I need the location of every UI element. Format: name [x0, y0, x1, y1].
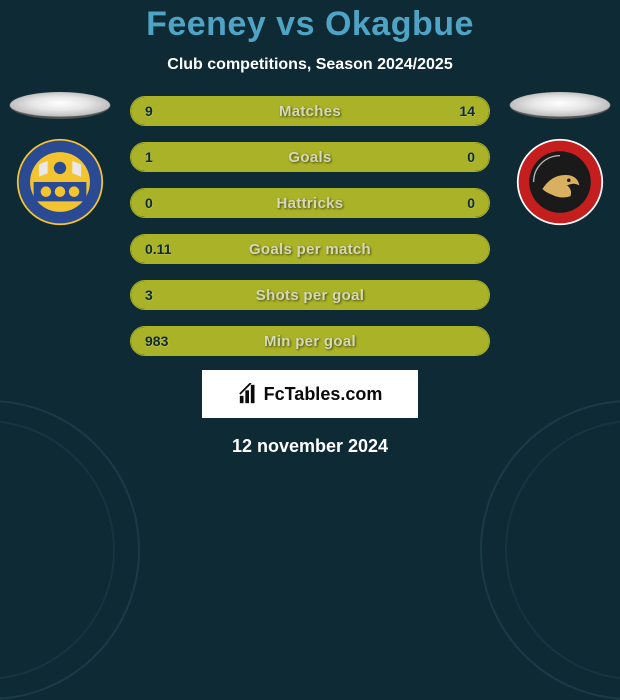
stat-label: Goals [131, 149, 489, 166]
player-platform-icon [4, 92, 116, 119]
stat-label: Min per goal [131, 333, 489, 350]
stat-label: Goals per match [131, 241, 489, 258]
page-subtitle: Club competitions, Season 2024/2025 [167, 56, 452, 74]
left-club-crest-icon [16, 138, 104, 226]
bars-icon [238, 383, 260, 405]
right-club-crest-icon [516, 138, 604, 226]
branding-text: FcTables.com [264, 384, 383, 405]
stat-label: Matches [131, 103, 489, 120]
stat-label: Shots per goal [131, 287, 489, 304]
stat-row: Goals per match0.11 [130, 234, 490, 264]
footer-date: 12 november 2024 [232, 436, 388, 457]
stat-label: Hattricks [131, 195, 489, 212]
stat-value-left: 1 [145, 149, 153, 165]
stat-row: Hattricks0 0 [130, 188, 490, 218]
stat-row: Goals1 0 [130, 142, 490, 172]
comparison-row: Matches914Goals10Hattricks00Goals per ma… [0, 96, 620, 356]
stat-row: Min per goal983 [130, 326, 490, 356]
stat-value-left: 983 [145, 333, 168, 349]
stat-value-left: 0 [145, 195, 153, 211]
branding-badge: FcTables.com [202, 370, 418, 418]
stat-value-right: 0 [467, 195, 475, 211]
left-player-column [5, 90, 115, 226]
stat-value-left: 0.11 [145, 241, 171, 257]
right-player-column [505, 90, 615, 226]
stat-value-right: 14 [459, 103, 475, 119]
stat-row: Shots per goal3 [130, 280, 490, 310]
stat-value-left: 3 [145, 287, 153, 303]
page-title: Feeney vs Okagbue [146, 5, 474, 44]
stat-value-left: 9 [145, 103, 153, 119]
player-platform-icon [504, 92, 616, 119]
stat-row: Matches9 14 [130, 96, 490, 126]
stat-value-right: 0 [467, 149, 475, 165]
stats-column: Matches914Goals10Hattricks00Goals per ma… [130, 96, 490, 356]
main-container: Feeney vs Okagbue Club competitions, Sea… [0, 0, 620, 457]
